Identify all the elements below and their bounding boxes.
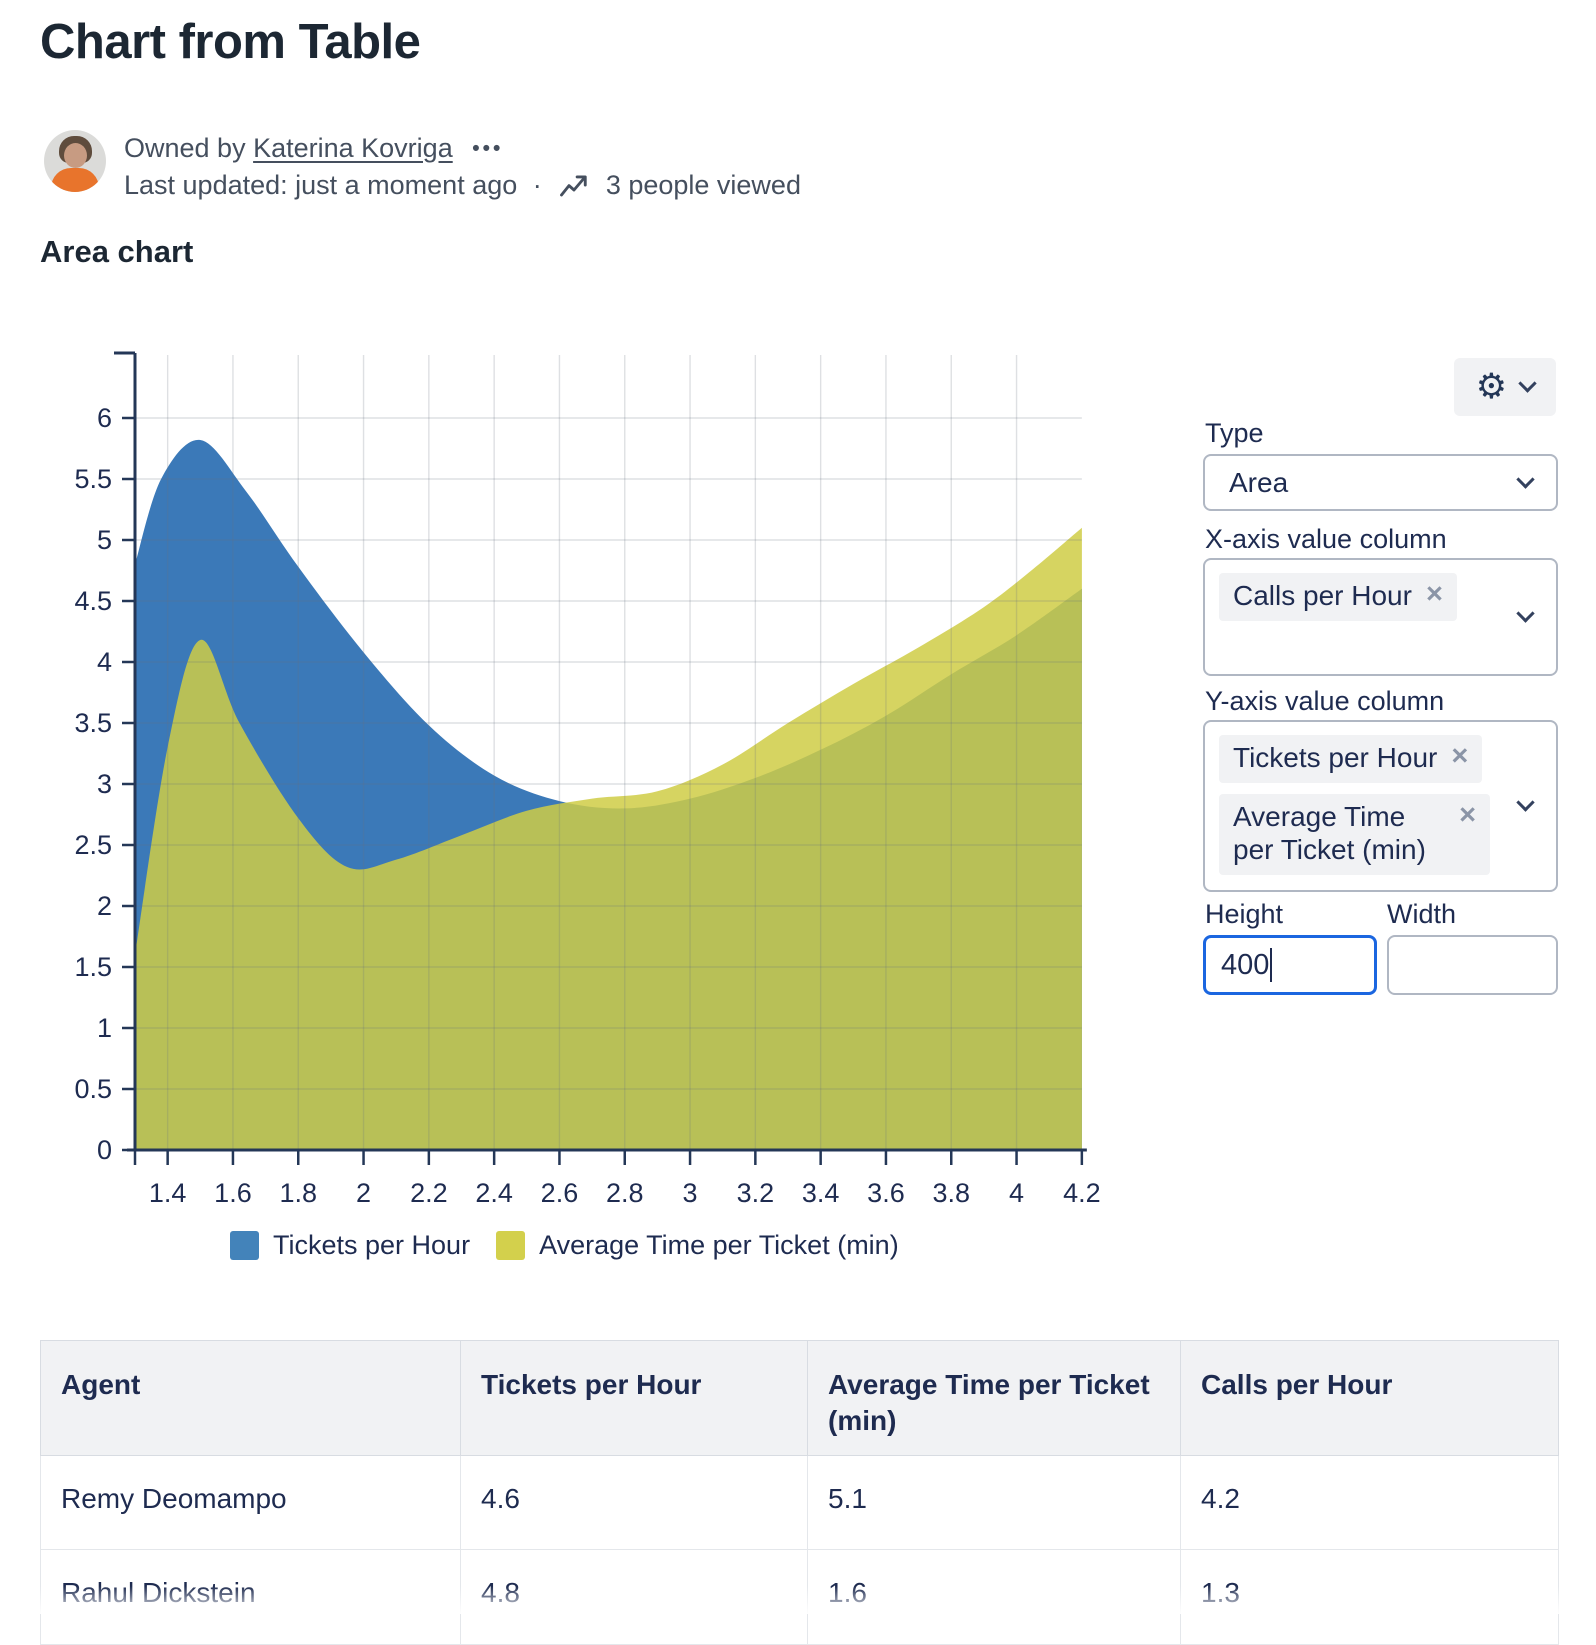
type-select-value: Area [1229, 466, 1289, 498]
table-header-row: Agent Tickets per Hour Average Time per Ti… [40, 1340, 1559, 1456]
y-tick-label: 4.5 [74, 586, 112, 616]
table-header-cell: Agent [40, 1340, 461, 1456]
x-tick-label: 4.2 [1063, 1178, 1101, 1208]
more-actions-button[interactable]: ••• [472, 137, 504, 160]
y-axis-column-label: Y-axis value column [1205, 686, 1445, 716]
chip-label: Average Time per Ticket (min) [1233, 800, 1426, 866]
chart-legend: Tickets per Hour Average Time per Ticket … [230, 1230, 899, 1261]
y-tick-label: 5.5 [74, 464, 112, 494]
width-label: Width [1387, 899, 1457, 929]
owned-by-label: Owned by [124, 133, 246, 163]
y-tick-label: 3 [97, 769, 112, 799]
x-tick-label: 2.2 [410, 1178, 448, 1208]
x-tick-label: 3 [683, 1178, 698, 1208]
remove-chip-icon[interactable]: × [1459, 798, 1476, 831]
chart-settings-panel: ⚙ Type Area X-axis value column Calls pe… [1203, 358, 1558, 1058]
chip-label: Calls per Hour [1233, 580, 1412, 611]
table-header-cell: Tickets per Hour [460, 1340, 808, 1456]
y-tick-label: 1.5 [74, 952, 112, 982]
y-tick-label: 5 [97, 525, 112, 555]
y-tick-label: 2 [97, 891, 112, 921]
y-axis-select[interactable]: Tickets per Hour × Average Time per Ticket… [1203, 720, 1558, 892]
table-row: Rahul Dickstein 4.8 1.6 1.3 [40, 1549, 1559, 1645]
chevron-down-icon [1516, 793, 1535, 812]
chip-label: Tickets per Hour [1233, 742, 1438, 773]
section-heading: Area chart [40, 234, 194, 269]
x-tick-label: 3.4 [802, 1178, 840, 1208]
width-input[interactable] [1387, 935, 1558, 995]
x-tick-label: 1.4 [149, 1178, 187, 1208]
x-tick-label: 2.6 [541, 1178, 579, 1208]
table-header-cell: Calls per Hour [1180, 1340, 1559, 1456]
table-cell: Rahul Dickstein [40, 1549, 461, 1645]
y-tick-label: 0.5 [74, 1074, 112, 1104]
owner-link[interactable]: Katerina Kovriga [253, 133, 453, 163]
table-header-cell: Average Time per Ticket (min) [807, 1340, 1181, 1456]
area-chart: 0 0.5 1 1.5 2 2.5 3 3.5 4 4.5 5 5.5 6 1.4 1.6 1.8 2 2.2 2.… [74, 351, 1101, 1208]
legend-label: Average Time per Ticket (min) [539, 1230, 899, 1260]
byline-owner-row: Owned by Katerina Kovriga ••• [124, 133, 503, 164]
x-axis-select[interactable]: Calls per Hour × [1203, 558, 1558, 676]
avatar-shirt [51, 168, 99, 192]
y-tick-label: 0 [97, 1135, 112, 1165]
x-axis-column-label: X-axis value column [1205, 524, 1447, 554]
chevron-down-icon [1516, 604, 1535, 623]
data-table: Agent Tickets per Hour Average Time per Ti… [40, 1340, 1559, 1645]
selected-option-chip[interactable]: Tickets per Hour × [1219, 735, 1483, 783]
remove-chip-icon[interactable]: × [1451, 740, 1469, 772]
x-axis-chips: Calls per Hour × [1219, 573, 1465, 621]
x-tick-label: 1.8 [279, 1178, 317, 1208]
table-cell: 4.2 [1180, 1454, 1559, 1551]
x-tick-label: 2.4 [475, 1178, 513, 1208]
table-row: Remy Deomampo 4.6 5.1 4.2 [40, 1454, 1559, 1551]
legend-swatch [496, 1231, 526, 1260]
area-series-1 [135, 527, 1082, 1150]
gear-icon: ⚙ [1475, 366, 1508, 407]
people-viewed-link[interactable]: 3 people viewed [605, 170, 801, 200]
y-tick-label: 3.5 [74, 708, 112, 738]
avatar[interactable] [44, 130, 106, 192]
legend-swatch [230, 1231, 259, 1260]
legend-item-0[interactable]: Tickets per Hour [230, 1230, 470, 1261]
table-cell: 4.8 [460, 1549, 808, 1645]
y-tick-label: 6 [97, 403, 112, 433]
x-tick-label: 2 [356, 1178, 371, 1208]
y-tick-label: 4 [97, 647, 112, 677]
x-tick-label: 3.2 [737, 1178, 775, 1208]
table-cell: 1.6 [807, 1549, 1181, 1645]
table-cell: 1.3 [1180, 1549, 1559, 1645]
x-tick-label: 2.8 [606, 1178, 644, 1208]
remove-chip-icon[interactable]: × [1425, 578, 1443, 610]
last-updated-label: Last updated: just a moment ago [124, 170, 518, 200]
x-tick-label: 3.8 [932, 1178, 970, 1208]
text-caret [1270, 948, 1273, 982]
chevron-down-icon [1518, 374, 1537, 393]
page-title: Chart from Table [40, 15, 421, 69]
byline-meta-row: Last updated: just a moment ago · 3 peop… [124, 170, 801, 201]
selected-option-chip[interactable]: Average Time per Ticket (min) × [1219, 793, 1490, 875]
height-input-value: 400 [1221, 948, 1270, 981]
table-cell: 5.1 [807, 1454, 1181, 1551]
chevron-down-icon [1516, 469, 1535, 489]
avatar-face [64, 143, 87, 168]
height-label: Height [1205, 899, 1284, 929]
type-label: Type [1205, 418, 1264, 448]
chart-settings-button[interactable]: ⚙ [1454, 358, 1556, 416]
legend-label: Tickets per Hour [273, 1230, 471, 1260]
table-cell: Remy Deomampo [40, 1454, 461, 1551]
x-tick-label: 1.6 [214, 1178, 252, 1208]
table-cell: 4.6 [460, 1454, 808, 1551]
y-tick-label: 1 [97, 1013, 112, 1043]
y-axis-chips: Tickets per Hour × Average Time per Ticket… [1219, 735, 1498, 875]
x-tick-label: 3.6 [867, 1178, 905, 1208]
trend-icon [560, 175, 587, 197]
x-tick-label: 4 [1009, 1178, 1024, 1208]
legend-item-1[interactable]: Average Time per Ticket (min) [496, 1230, 899, 1261]
meta-separator: · [532, 170, 542, 200]
height-input[interactable]: 400 [1203, 935, 1377, 995]
type-select[interactable]: Area [1203, 454, 1558, 511]
y-tick-label: 2.5 [74, 830, 112, 860]
selected-option-chip[interactable]: Calls per Hour × [1219, 573, 1457, 621]
